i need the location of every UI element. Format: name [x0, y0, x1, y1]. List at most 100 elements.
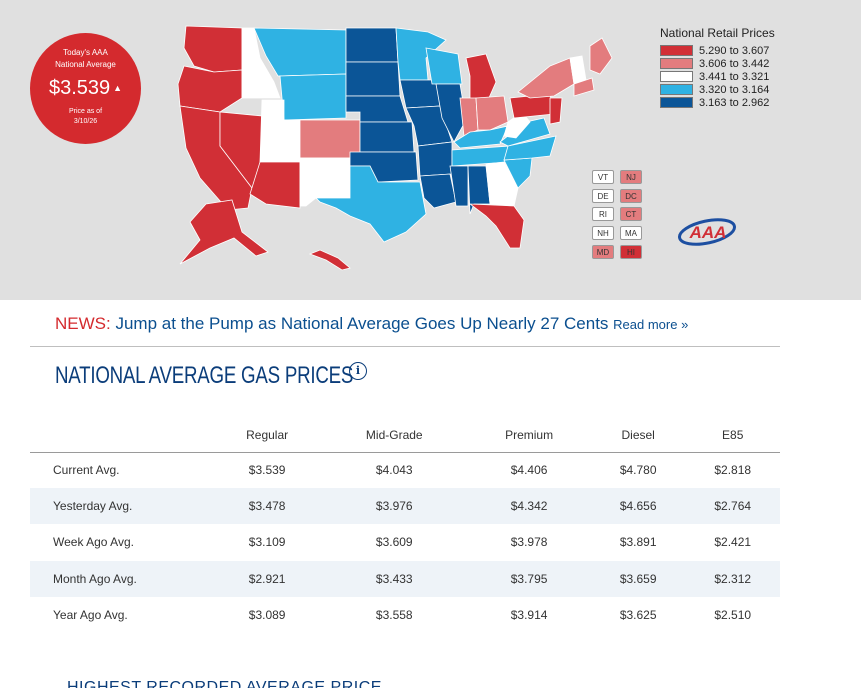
legend-range: 3.606 to 3.442 [699, 57, 770, 70]
state-al[interactable] [467, 165, 491, 215]
price-cell: $4.342 [467, 488, 591, 525]
column-header-premium: Premium [467, 418, 591, 453]
price-cell: $3.914 [510, 607, 548, 622]
price-cell: $2.510 [714, 607, 752, 622]
price-cell: $3.625 [619, 607, 657, 622]
legend-item: 3.320 to 3.164 [660, 83, 790, 96]
price-cell: $2.312 [685, 560, 780, 597]
news-label: NEWS: [55, 314, 111, 333]
state-mt[interactable] [253, 27, 347, 77]
state-box-hi[interactable]: HI [620, 245, 642, 259]
column-header-label [30, 418, 213, 453]
price-cell: $3.891 [619, 535, 657, 550]
state-ar[interactable] [417, 141, 453, 177]
state-tx[interactable] [315, 165, 427, 243]
national-average-label-1: Today's AAA [63, 48, 108, 57]
state-ms[interactable] [449, 165, 469, 207]
state-box-nh[interactable]: NH [592, 226, 614, 240]
table-row: Yesterday Avg. $3.478 $3.976 $4.342 $4.6… [30, 488, 780, 525]
price-cell: $4.043 [375, 463, 413, 478]
price-cell: $4.780 [619, 463, 657, 478]
legend-item: 3.606 to 3.442 [660, 57, 790, 70]
state-ne-coast[interactable] [573, 77, 595, 97]
price-cell: $3.558 [375, 607, 413, 622]
column-header-regular: Regular [213, 418, 322, 453]
legend-title: National Retail Prices [660, 26, 775, 40]
legend-swatch [660, 71, 693, 82]
price-cell: $2.921 [213, 560, 322, 597]
state-ne[interactable] [345, 95, 409, 123]
price-cell: $4.406 [510, 463, 548, 478]
state-box-dc[interactable]: DC [620, 189, 642, 203]
column-header-mid-grade: Mid-Grade [321, 418, 468, 453]
state-box-ct[interactable]: CT [620, 207, 642, 221]
state-box-de[interactable]: DE [592, 189, 614, 203]
state-ga[interactable] [485, 161, 519, 207]
state-box-vt[interactable]: VT [592, 170, 614, 184]
row-label: Year Ago Avg. [53, 607, 128, 622]
state-nd[interactable] [345, 27, 399, 63]
news-headline[interactable]: Jump at the Pump as National Average Goe… [115, 314, 609, 333]
legend-swatch [660, 45, 693, 56]
next-section-title: HIGHEST RECORDED AVERAGE PRICE [67, 679, 382, 688]
legend-range: 3.320 to 3.164 [699, 83, 770, 96]
info-icon[interactable]: i [349, 362, 367, 380]
price-cell: $3.539 [248, 463, 286, 478]
up-arrow-icon: ▲ [113, 83, 123, 93]
legend-range: 3.441 to 3.321 [699, 70, 770, 83]
table-row: Month Ago Avg. $2.921 $3.433 $3.795 $3.6… [30, 560, 780, 597]
price-date: 3/10/26 [73, 118, 98, 125]
state-ak[interactable] [179, 199, 269, 265]
state-box-md[interactable]: MD [592, 245, 614, 259]
state-wy[interactable] [279, 73, 347, 121]
price-cell: $3.089 [248, 607, 286, 622]
legend-swatch [660, 84, 693, 95]
read-more-link[interactable]: Read more » [613, 317, 689, 332]
state-az[interactable] [249, 161, 301, 209]
aaa-logo[interactable]: AAA [677, 212, 741, 252]
price-cell: $3.478 [213, 488, 322, 525]
price-cell: $3.976 [321, 488, 468, 525]
state-box-nj[interactable]: NJ [620, 170, 642, 184]
legend-item: 5.290 to 3.607 [660, 44, 790, 57]
state-ks[interactable] [359, 121, 415, 153]
price-cell: $2.818 [714, 463, 752, 478]
state-oh[interactable] [475, 95, 509, 131]
state-sd[interactable] [345, 61, 401, 97]
state-ny[interactable] [517, 57, 575, 99]
state-mi[interactable] [465, 53, 497, 101]
state-hi[interactable] [308, 249, 351, 271]
legend-item: 3.441 to 3.321 [660, 70, 790, 83]
row-label: Month Ago Avg. [30, 560, 213, 597]
state-nc[interactable] [503, 135, 557, 161]
price-date-label: Price as of [68, 108, 103, 115]
price-cell: $2.421 [714, 535, 752, 550]
column-header-diesel: Diesel [590, 418, 686, 453]
us-gas-price-map[interactable] [170, 18, 620, 280]
state-nj-md[interactable] [549, 97, 563, 125]
price-cell: $4.656 [590, 488, 686, 525]
state-in[interactable] [459, 97, 479, 137]
state-la[interactable] [419, 173, 457, 209]
national-average-label-2: National Average [55, 60, 116, 69]
table-header-row: Regular Mid-Grade Premium Diesel E85 [30, 418, 780, 453]
row-label: Week Ago Avg. [53, 535, 134, 550]
state-fl[interactable] [468, 203, 525, 249]
state-me[interactable] [589, 37, 613, 75]
section-title: NATIONAL AVERAGE GAS PRICES [55, 362, 354, 389]
price-cell: $3.433 [321, 560, 468, 597]
price-cell: $2.764 [685, 488, 780, 525]
state-or[interactable] [177, 65, 243, 113]
table-row: Year Ago Avg. $3.089 $3.558 $3.914 $3.62… [30, 597, 780, 633]
legend-item: 3.163 to 2.962 [660, 96, 790, 109]
gas-price-map-section: Today's AAA National Average $3.539 ▲ Pri… [0, 0, 861, 300]
price-cell: $3.795 [467, 560, 591, 597]
state-wa[interactable] [183, 25, 243, 73]
state-il[interactable] [435, 83, 467, 143]
state-box-ri[interactable]: RI [592, 207, 614, 221]
gas-prices-table: Regular Mid-Grade Premium Diesel E85 Cur… [30, 418, 780, 633]
state-mn[interactable] [395, 27, 447, 81]
state-wi[interactable] [425, 47, 463, 85]
national-average-price: $3.539 [48, 77, 111, 99]
state-box-ma[interactable]: MA [620, 226, 642, 240]
